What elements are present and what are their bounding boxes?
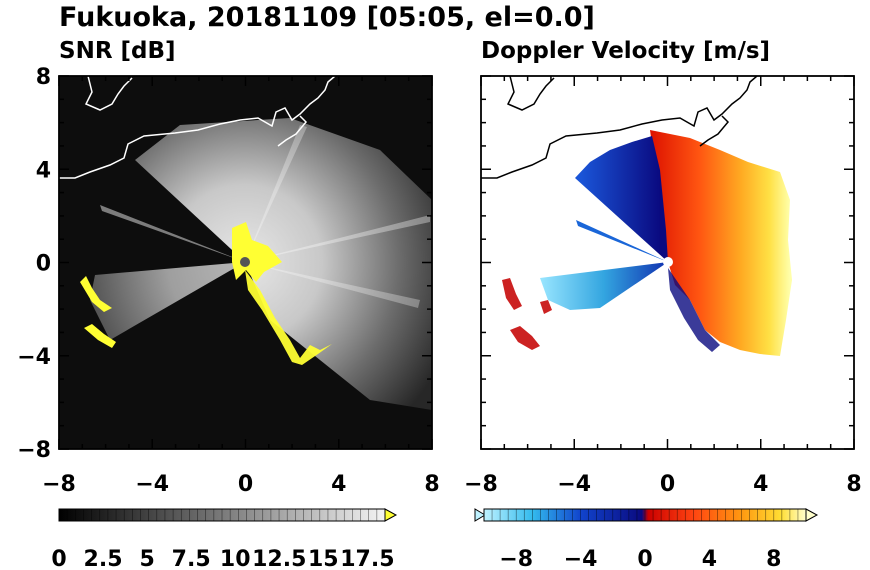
snr-field <box>59 76 432 410</box>
x-tick-label: 4 <box>753 472 768 497</box>
colorbar-label: 12.5 <box>252 547 306 570</box>
snr-panel-title: SNR [dB] <box>59 38 176 64</box>
x-tick-label: 0 <box>238 472 253 497</box>
doppler-colorbar-extend-high <box>805 508 819 522</box>
snr-colorbar: 0 2.5 5 7.5 10 12.5 15 17.5 <box>51 508 398 570</box>
doppler-colorbar-labels: −8 −4 0 4 8 <box>491 509 799 570</box>
doppler-field <box>481 76 792 356</box>
colorbar-label: −8 <box>499 547 533 570</box>
doppler-panel-title: Doppler Velocity [m/s] <box>481 38 770 64</box>
figure-title: Fukuoka, 20181109 [05:05, el=0.0] <box>59 2 595 33</box>
x-tick-label: −8 <box>42 472 76 497</box>
doppler-radar-site <box>663 257 673 267</box>
colorbar-label: 8 <box>766 547 781 570</box>
colorbar-label: 5 <box>139 547 154 570</box>
x-tick-label: −8 <box>464 472 498 497</box>
snr-colorbar-extend <box>384 508 398 522</box>
x-tick-label: 4 <box>331 472 346 497</box>
y-tick-label: 4 <box>36 158 51 183</box>
y-tick-label: −8 <box>17 438 51 463</box>
x-tick-label: 8 <box>846 472 861 497</box>
colorbar-label: −4 <box>564 547 598 570</box>
colorbar-label: 17.5 <box>340 547 394 570</box>
y-tick-label: 0 <box>36 252 51 277</box>
snr-panel: SNR [dB] −8 −4 0 4 8 8 4 0 −4 −8 <box>17 38 439 570</box>
colorbar-label: 10 <box>220 547 251 570</box>
colorbar-label: 15 <box>308 547 339 570</box>
x-tick-label: 0 <box>660 472 675 497</box>
doppler-colorbar: −8 −4 0 4 8 <box>474 508 819 570</box>
x-tick-label: −4 <box>557 472 591 497</box>
colorbar-label: 2.5 <box>84 547 123 570</box>
snr-radar-site <box>240 257 250 267</box>
doppler-axes: −8 −4 0 4 8 <box>464 75 862 497</box>
colorbar-label: 0 <box>637 547 652 570</box>
colorbar-label: 0 <box>51 547 66 570</box>
x-tick-label: −4 <box>135 472 169 497</box>
doppler-panel: Doppler Velocity [m/s] −8 −4 0 4 8 <box>464 38 862 570</box>
doppler-colorbar-extend-low <box>474 508 486 522</box>
y-tick-label: 8 <box>36 65 51 90</box>
y-tick-label: −4 <box>17 345 51 370</box>
x-tick-label: 8 <box>424 472 439 497</box>
snr-colorbar-labels: 0 2.5 5 7.5 10 12.5 15 17.5 <box>51 509 395 570</box>
snr-axes: −8 −4 0 4 8 8 4 0 −4 −8 <box>17 65 439 497</box>
colorbar-label: 4 <box>702 547 717 570</box>
colorbar-label: 7.5 <box>172 547 211 570</box>
